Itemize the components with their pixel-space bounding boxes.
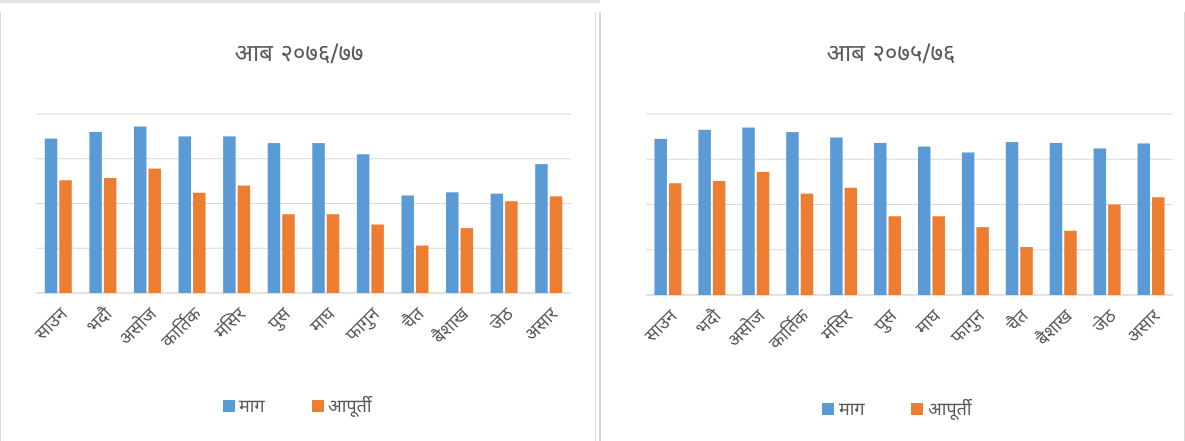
- x-tick-label: पुस: [264, 303, 295, 334]
- chart-svg: आब २०७६/७७ साउन भदौअसोजकार्तिक मंसिर पुस माघ…: [31, 39, 571, 417]
- bar-demand: [267, 143, 281, 293]
- chart-panel-fy-2075-76: आब २०७५/७६ साउन भदौ असोज कार्तिक मंसिर पुस माघ…: [599, 12, 1185, 441]
- bar-supply: [371, 224, 384, 293]
- x-tick-label: मंसिर: [210, 303, 251, 344]
- gridlines: [646, 113, 1173, 296]
- x-tick-labels: साउन भदौअसोजकार्तिक मंसिर पुस माघ फागुन चैत बैश…: [31, 302, 563, 352]
- x-tick-label: भदौ: [691, 305, 726, 340]
- bar-demand: [1005, 142, 1019, 295]
- bar-supply: [282, 214, 295, 293]
- bar-demand: [830, 137, 843, 295]
- chart-title: आब २०७५/७६: [827, 39, 956, 67]
- bar-supply: [103, 177, 117, 293]
- x-tick-label: असार: [1123, 305, 1165, 347]
- legend: माग आपूर्ती: [822, 398, 973, 420]
- x-tick-label: जेठ: [485, 303, 518, 336]
- bars: [654, 127, 1165, 295]
- bar-demand: [446, 192, 459, 293]
- bar-demand: [961, 152, 975, 295]
- bar-demand: [312, 143, 325, 293]
- x-tick-label: चैत: [1002, 304, 1033, 335]
- legend: माग आपूर्ती: [223, 395, 373, 417]
- bar-demand: [1137, 143, 1151, 295]
- bars: [44, 126, 563, 293]
- x-tick-label: असार: [521, 303, 563, 345]
- bar-demand: [786, 132, 799, 295]
- bar-demand: [742, 127, 755, 295]
- top-border-strip: [0, 0, 600, 8]
- legend-swatch-demand: [822, 403, 834, 415]
- bar-supply: [668, 183, 682, 295]
- x-tick-label: बैशाख: [1032, 305, 1077, 350]
- x-tick-label: कार्तिक: [764, 304, 814, 354]
- bar-supply: [59, 180, 72, 293]
- x-tick-label: माघ: [912, 305, 946, 339]
- gridlines: [36, 113, 571, 294]
- bar-demand: [401, 195, 414, 293]
- x-tick-label: फागुन: [947, 305, 990, 348]
- bar-demand: [698, 129, 711, 295]
- x-tick-label: असोज: [723, 305, 770, 352]
- legend-swatch-demand: [223, 400, 235, 412]
- x-tick-label: असोज: [114, 303, 161, 350]
- x-tick-label: बैशाख: [428, 303, 473, 348]
- bar-supply: [1020, 247, 1033, 295]
- bar-demand: [133, 126, 147, 293]
- bar-supply: [844, 187, 858, 295]
- bar-demand: [178, 136, 192, 293]
- bar-supply: [415, 245, 429, 293]
- x-tick-label: फागुन: [342, 303, 385, 346]
- legend-label-supply: आपूर्ती: [928, 398, 973, 420]
- bar-demand: [1049, 142, 1063, 295]
- x-tick-labels: साउन भदौअसोजकार्तिक मंसिर पुस माघ फागुन चैत बैश…: [641, 304, 1165, 354]
- bar-supply: [326, 214, 340, 293]
- bar-demand: [654, 138, 667, 295]
- legend-label-demand: माग: [839, 399, 865, 420]
- bar-supply: [193, 192, 206, 293]
- bar-demand: [1093, 148, 1107, 295]
- bar-supply: [712, 180, 726, 295]
- chart-svg: आब २०७५/७६ साउन भदौअसोजकार्तिक मंसिर पुस माघ…: [641, 39, 1173, 420]
- bar-supply: [460, 228, 474, 293]
- x-tick-label: साउन: [31, 303, 73, 345]
- bar-supply: [549, 196, 563, 293]
- bar-demand: [223, 136, 236, 293]
- legend-label-supply: आपूर्ती: [328, 395, 373, 417]
- x-tick-label: साउन: [641, 305, 683, 347]
- x-tick-label: मंसिर: [817, 305, 858, 346]
- bar-demand: [356, 154, 370, 293]
- x-tick-label: भदौ: [82, 303, 117, 338]
- bar-demand: [535, 164, 548, 293]
- x-tick-label: माघ: [306, 303, 340, 337]
- bar-supply: [888, 216, 902, 295]
- x-tick-label: कार्तिक: [157, 302, 207, 352]
- bar-supply: [932, 216, 945, 295]
- bar-supply: [1064, 230, 1077, 295]
- chart-title: आब २०७६/७७: [235, 39, 364, 67]
- bar-supply: [800, 193, 814, 295]
- bar-demand: [917, 146, 931, 295]
- x-tick-label: जेठ: [1088, 305, 1121, 338]
- bar-supply: [1152, 197, 1165, 295]
- chart-panel-fy-2076-77: आब २०७६/७७ साउन भदौ असोज कार्तिक मंसिर पुस माघ…: [0, 12, 596, 441]
- bar-supply: [976, 227, 989, 295]
- bar-supply: [1108, 204, 1121, 295]
- bar-demand: [490, 193, 504, 293]
- x-tick-label: चैत: [398, 302, 429, 333]
- bar-supply: [505, 201, 518, 293]
- bar-supply: [148, 168, 161, 293]
- legend-label-demand: माग: [239, 396, 265, 417]
- bar-supply: [756, 171, 770, 295]
- legend-swatch-supply: [312, 400, 324, 412]
- legend-swatch-supply: [911, 403, 923, 415]
- bar-demand: [874, 142, 887, 295]
- bar-demand: [89, 131, 102, 293]
- bar-demand: [44, 138, 58, 293]
- bar-supply: [237, 185, 251, 293]
- x-tick-label: पुस: [870, 305, 901, 336]
